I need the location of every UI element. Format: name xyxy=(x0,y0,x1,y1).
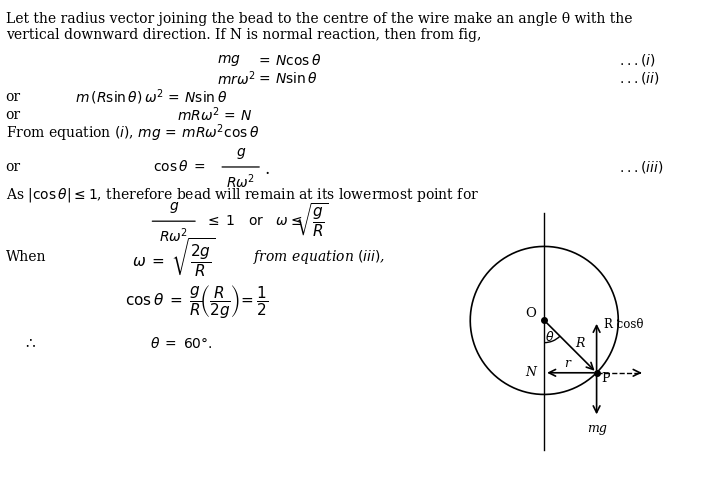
Text: $...(i)$: $...(i)$ xyxy=(619,52,656,69)
Text: r: r xyxy=(564,357,570,370)
Text: $mR\omega^2\,=\,N$: $mR\omega^2\,=\,N$ xyxy=(177,106,252,124)
Text: or: or xyxy=(6,108,21,121)
Text: O: O xyxy=(525,306,536,319)
Text: mg: mg xyxy=(587,422,607,435)
Text: $\theta\;=\;60°.$: $\theta\;=\;60°.$ xyxy=(150,336,212,351)
Text: $R\omega^2$: $R\omega^2$ xyxy=(159,227,188,245)
Text: $\cos\theta\;=\;\dfrac{g}{R}\!\left(\dfrac{R}{2g}\right)\!=\dfrac{1}{2}$: $\cos\theta\;=\;\dfrac{g}{R}\!\left(\dfr… xyxy=(125,283,268,319)
Text: R: R xyxy=(575,337,585,350)
Text: from equation $(iii)$,: from equation $(iii)$, xyxy=(253,248,385,267)
Text: $R\omega^2$: $R\omega^2$ xyxy=(226,172,255,191)
Text: $\sqrt{\dfrac{g}{R}}$: $\sqrt{\dfrac{g}{R}}$ xyxy=(295,201,329,239)
Text: When: When xyxy=(6,251,46,264)
Text: vertical downward direction. If N is normal reaction, then from fig,: vertical downward direction. If N is nor… xyxy=(6,28,481,42)
Text: $=\,N\cos\theta$: $=\,N\cos\theta$ xyxy=(256,53,322,68)
Text: P: P xyxy=(601,372,609,385)
Text: $\leq\;1\quad\mathrm{or}\quad\omega\leq$: $\leq\;1\quad\mathrm{or}\quad\omega\leq$ xyxy=(205,214,303,228)
Text: $\cos\theta\;=\;$: $\cos\theta\;=\;$ xyxy=(153,160,206,174)
Text: $=\,N\sin\theta$: $=\,N\sin\theta$ xyxy=(256,71,318,86)
Text: or: or xyxy=(6,90,21,104)
Text: From equation $(i)$, $mg\,=\,mR\omega^2\cos\theta$: From equation $(i)$, $mg\,=\,mR\omega^2\… xyxy=(6,122,259,144)
Text: $g$: $g$ xyxy=(236,146,246,161)
Text: $\therefore$: $\therefore$ xyxy=(23,337,36,350)
Text: $...(ii)$: $...(ii)$ xyxy=(619,70,660,87)
Text: $m\,(R\sin\theta)\,\omega^2\,=\,N\sin\theta$: $m\,(R\sin\theta)\,\omega^2\,=\,N\sin\th… xyxy=(75,87,227,106)
Text: $\omega\;=\;\sqrt{\dfrac{2g}{R}}$: $\omega\;=\;\sqrt{\dfrac{2g}{R}}$ xyxy=(132,236,215,279)
Text: $g$: $g$ xyxy=(169,200,179,215)
Text: $...(iii)$: $...(iii)$ xyxy=(619,159,664,175)
Text: $mg$: $mg$ xyxy=(217,53,241,68)
Text: R cosθ: R cosθ xyxy=(604,318,644,331)
Text: or: or xyxy=(6,160,21,174)
Text: Let the radius vector joining the bead to the centre of the wire make an angle θ: Let the radius vector joining the bead t… xyxy=(6,13,632,26)
Text: As $|\cos\theta|\leq 1$, therefore bead will remain at its lowermost point for: As $|\cos\theta|\leq 1$, therefore bead … xyxy=(6,185,478,204)
Text: N: N xyxy=(525,366,536,379)
Text: $mr\omega^2$: $mr\omega^2$ xyxy=(217,69,256,88)
Text: $\theta$: $\theta$ xyxy=(545,330,555,344)
Text: .: . xyxy=(265,161,270,178)
